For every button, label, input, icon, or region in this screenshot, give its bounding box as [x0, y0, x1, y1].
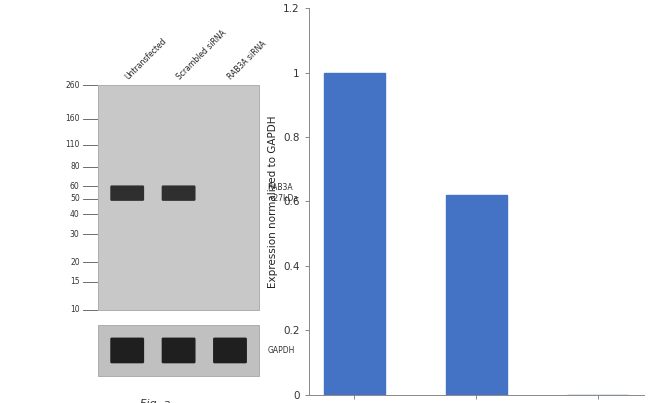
Text: 160: 160: [65, 114, 80, 123]
Text: 40: 40: [70, 210, 80, 219]
FancyBboxPatch shape: [162, 185, 196, 201]
Text: 50: 50: [70, 195, 80, 204]
FancyBboxPatch shape: [111, 185, 144, 201]
Text: 80: 80: [70, 162, 80, 171]
Text: 110: 110: [65, 140, 80, 149]
Bar: [446, 195, 506, 395]
Bar: [98, 85, 259, 310]
Text: 30: 30: [70, 230, 80, 239]
FancyBboxPatch shape: [111, 338, 144, 364]
Bar: [98, 325, 259, 376]
Text: GAPDH: GAPDH: [268, 346, 295, 355]
Text: Fig. a: Fig. a: [140, 399, 171, 403]
Bar: [324, 73, 385, 395]
Text: RAB3A siRNA: RAB3A siRNA: [226, 39, 268, 81]
Text: 15: 15: [70, 277, 80, 287]
Text: RAB3A
~27kDa: RAB3A ~27kDa: [268, 183, 298, 203]
Text: Untransfected: Untransfected: [124, 37, 168, 81]
Text: Scrambled siRNA: Scrambled siRNA: [175, 29, 228, 81]
Text: 260: 260: [65, 81, 80, 90]
Y-axis label: Expression normalized to GAPDH: Expression normalized to GAPDH: [268, 115, 278, 288]
FancyBboxPatch shape: [213, 338, 247, 364]
FancyBboxPatch shape: [162, 338, 196, 364]
Text: 20: 20: [70, 258, 80, 267]
Text: 10: 10: [70, 305, 80, 314]
Text: 60: 60: [70, 182, 80, 191]
